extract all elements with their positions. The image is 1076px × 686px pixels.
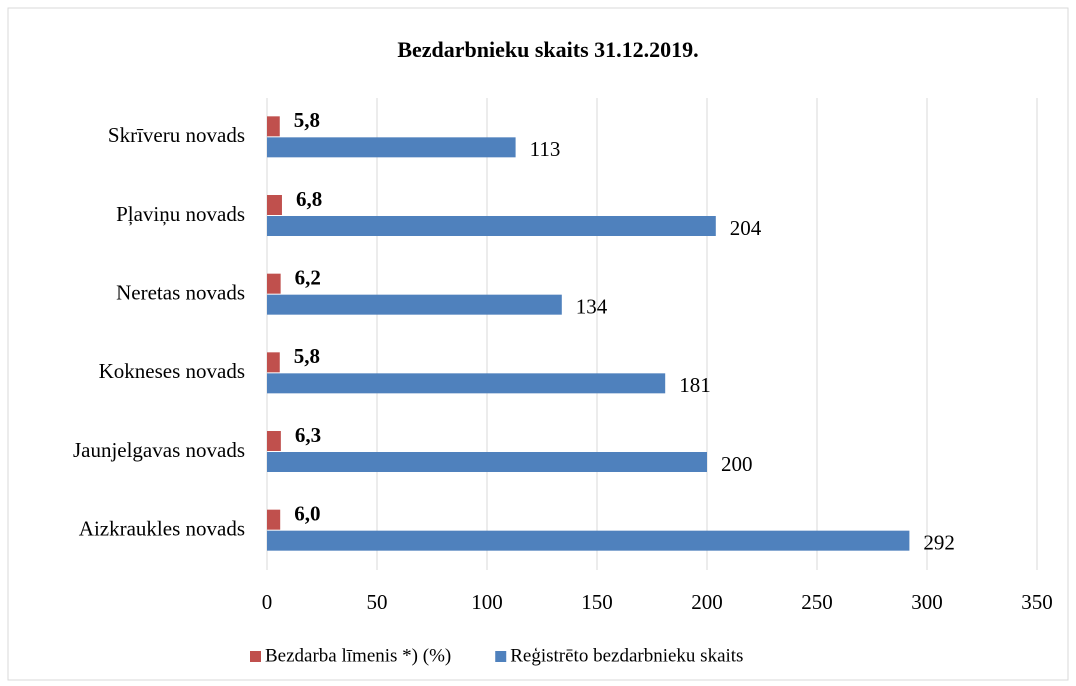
y-tick-label: Neretas novads xyxy=(116,280,245,304)
data-label: 6,3 xyxy=(295,423,321,447)
data-label: 204 xyxy=(730,216,762,240)
y-tick-label: Aizkraukles novads xyxy=(79,516,245,540)
x-tick-label: 250 xyxy=(801,590,833,614)
data-label: 292 xyxy=(923,530,955,554)
legend-label: Bezdarba līmenis *) (%) xyxy=(265,645,451,666)
bar xyxy=(267,294,562,315)
x-tick-label: 50 xyxy=(367,590,388,614)
x-tick-label: 350 xyxy=(1021,590,1053,614)
bar xyxy=(267,373,666,394)
bar xyxy=(267,452,707,472)
y-tick-label: Skrīveru novads xyxy=(108,123,245,147)
data-label: 200 xyxy=(721,452,753,476)
data-label: 134 xyxy=(576,294,608,318)
legend-swatch xyxy=(250,651,261,662)
chart-border xyxy=(7,7,1069,681)
x-tick-label: 150 xyxy=(581,590,613,614)
data-label: 6,8 xyxy=(296,187,322,211)
x-tick-label: 200 xyxy=(691,590,723,614)
x-tick-label: 300 xyxy=(911,590,943,614)
data-label: 113 xyxy=(530,137,561,161)
y-tick-label: Pļaviņu novads xyxy=(116,202,245,226)
bar xyxy=(267,116,280,137)
bar xyxy=(267,530,910,551)
legend-label: Reģistrēto bezdarbnieku skaits xyxy=(510,645,743,666)
data-label: 181 xyxy=(679,373,711,397)
y-tick-label: Kokneses novads xyxy=(99,359,245,383)
data-label: 6,0 xyxy=(294,501,320,525)
bar xyxy=(267,273,281,294)
bar xyxy=(267,195,282,215)
data-label: 5,8 xyxy=(294,344,320,368)
y-tick-label: Jaunjelgavas novads xyxy=(73,438,245,462)
data-label: 6,2 xyxy=(295,265,321,289)
x-tick-label: 100 xyxy=(471,590,503,614)
x-tick-label: 0 xyxy=(262,590,273,614)
bar xyxy=(267,431,281,451)
bar xyxy=(267,509,281,530)
bar xyxy=(267,352,280,373)
legend-swatch xyxy=(495,651,507,662)
bar xyxy=(267,216,716,236)
chart-title: Bezdarbnieku skaits 31.12.2019. xyxy=(397,37,698,62)
bar xyxy=(267,137,516,158)
data-label: 5,8 xyxy=(294,108,320,132)
